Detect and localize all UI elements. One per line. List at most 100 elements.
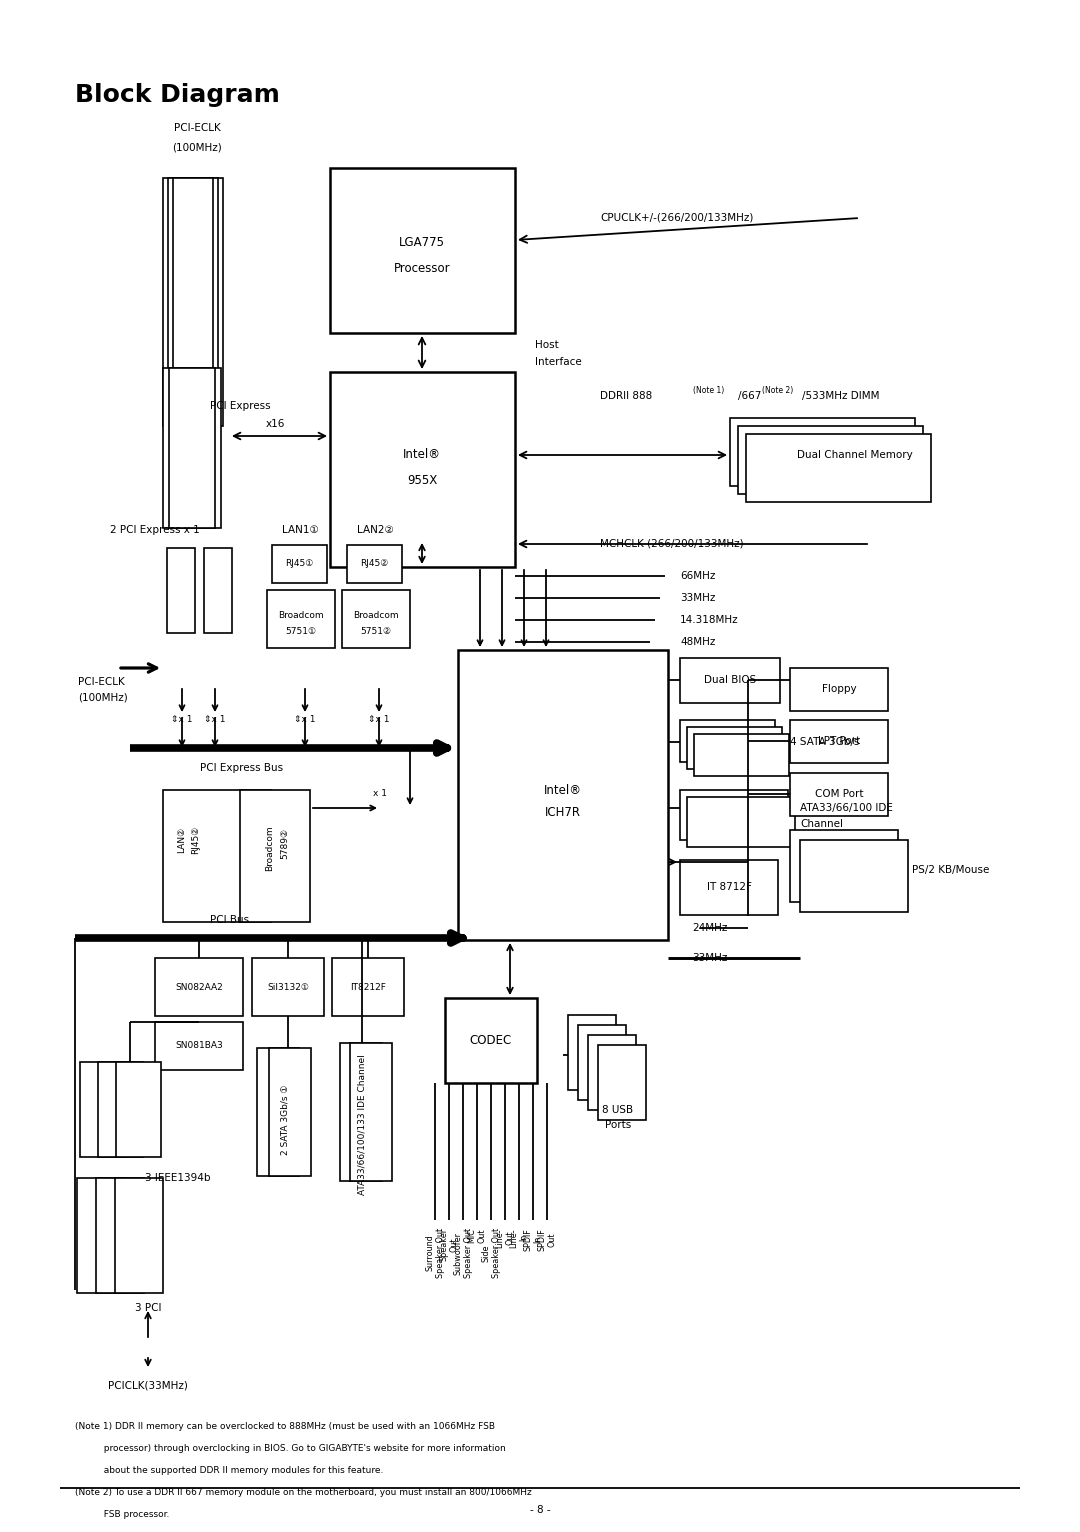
Text: /667: /667: [738, 391, 765, 401]
Text: Processor: Processor: [394, 262, 450, 274]
Bar: [687, 728, 782, 769]
Text: 14.318MHz: 14.318MHz: [680, 614, 739, 625]
Text: ATA33/66/100 IDE: ATA33/66/100 IDE: [800, 803, 893, 813]
Text: LAN1①: LAN1①: [282, 525, 319, 535]
Bar: [445, 997, 537, 1083]
Text: Line-
In: Line- In: [510, 1229, 529, 1247]
Bar: [680, 859, 778, 915]
Bar: [332, 958, 404, 1016]
Bar: [163, 178, 222, 426]
Text: Subwoofer
Speaker Out: Subwoofer Speaker Out: [454, 1229, 473, 1278]
Text: RJ45①: RJ45①: [285, 559, 313, 568]
Text: 955X: 955X: [407, 473, 437, 487]
Bar: [98, 1062, 143, 1157]
Text: PCI Express: PCI Express: [210, 401, 270, 411]
Text: about the supported DDR II memory modules for this feature.: about the supported DDR II memory module…: [75, 1466, 383, 1475]
Bar: [340, 1043, 382, 1181]
Text: COM Port: COM Port: [814, 789, 863, 800]
Text: SPDIF
In: SPDIF In: [524, 1229, 543, 1250]
Bar: [240, 791, 310, 922]
Text: PCI-ECLK: PCI-ECLK: [78, 677, 125, 686]
Bar: [680, 659, 780, 703]
Text: PCICLK(33MHz): PCICLK(33MHz): [108, 1380, 188, 1390]
Text: x 1: x 1: [373, 789, 387, 798]
Text: 5751①: 5751①: [285, 628, 316, 636]
Bar: [598, 1045, 646, 1120]
Text: Block Diagram: Block Diagram: [75, 83, 280, 107]
Text: Dual Channel Memory: Dual Channel Memory: [797, 450, 913, 460]
Text: x16: x16: [266, 418, 285, 429]
Bar: [588, 1036, 636, 1111]
Bar: [163, 368, 221, 529]
Text: - 8 -: - 8 -: [529, 1504, 551, 1515]
Text: 66MHz: 66MHz: [680, 571, 715, 581]
Text: ⇕x 1: ⇕x 1: [172, 715, 192, 725]
Bar: [680, 791, 788, 840]
Text: SN082AA2: SN082AA2: [175, 982, 222, 991]
Text: 5789②: 5789②: [281, 827, 289, 858]
Text: SiI3132①: SiI3132①: [267, 982, 309, 991]
Text: FSB processor.: FSB processor.: [75, 1511, 170, 1520]
Text: (Note 2) To use a DDR II 667 memory module on the motherboard, you must install : (Note 2) To use a DDR II 667 memory modu…: [75, 1488, 531, 1497]
Text: 24MHz: 24MHz: [692, 922, 728, 933]
Text: ATA33/66/100/133 IDE Channel: ATA33/66/100/133 IDE Channel: [357, 1054, 366, 1195]
Bar: [156, 958, 243, 1016]
Text: PCI Bus: PCI Bus: [210, 915, 249, 925]
Text: (Note 1): (Note 1): [693, 386, 725, 395]
Bar: [116, 1062, 161, 1157]
Text: 2 SATA 3Gb/s ①: 2 SATA 3Gb/s ①: [281, 1085, 289, 1155]
Bar: [272, 545, 327, 584]
Text: SPDIF
Out: SPDIF Out: [538, 1229, 556, 1250]
Bar: [267, 590, 335, 648]
Text: (100MHz): (100MHz): [172, 142, 221, 153]
Text: SN081BA3: SN081BA3: [175, 1042, 222, 1051]
Text: Intel®: Intel®: [403, 449, 441, 461]
Text: Broadcom: Broadcom: [353, 611, 399, 620]
Bar: [257, 1048, 299, 1177]
Bar: [168, 368, 215, 529]
Bar: [568, 1016, 616, 1089]
Bar: [204, 548, 232, 633]
Bar: [789, 668, 888, 711]
Bar: [330, 372, 515, 567]
Text: Channel: Channel: [800, 820, 843, 829]
Text: 8 USB: 8 USB: [603, 1105, 634, 1115]
Text: Floppy: Floppy: [822, 683, 856, 694]
Bar: [156, 1022, 243, 1069]
Text: Host: Host: [535, 340, 558, 349]
Text: ⇕x 1: ⇕x 1: [204, 715, 226, 725]
Bar: [680, 720, 775, 761]
Bar: [96, 1178, 144, 1293]
Text: Line-
Out: Line- Out: [496, 1229, 515, 1247]
Text: IT8212F: IT8212F: [350, 982, 386, 991]
Text: PS/2 KB/Mouse: PS/2 KB/Mouse: [912, 866, 989, 875]
Text: CODEC: CODEC: [470, 1034, 512, 1046]
Bar: [167, 548, 195, 633]
Text: PCI Express Bus: PCI Express Bus: [200, 763, 283, 774]
Text: ⇕x 1: ⇕x 1: [294, 715, 315, 725]
Bar: [789, 830, 897, 902]
Bar: [330, 169, 515, 332]
Bar: [789, 720, 888, 763]
Bar: [687, 797, 795, 847]
Text: 4 SATA 3Gb/s: 4 SATA 3Gb/s: [789, 737, 860, 748]
Bar: [738, 426, 923, 493]
Text: IT 8712F: IT 8712F: [706, 882, 752, 892]
Bar: [269, 1048, 311, 1177]
Bar: [347, 545, 402, 584]
Text: 33MHz: 33MHz: [680, 593, 715, 604]
Bar: [173, 178, 213, 426]
Text: (Note 2): (Note 2): [762, 386, 793, 395]
Text: Speaker
Out: Speaker Out: [440, 1229, 459, 1261]
Text: Ports: Ports: [605, 1120, 631, 1131]
Text: Surround
Speaker Out: Surround Speaker Out: [426, 1229, 445, 1278]
Text: CPUCLK+/-(266/200/133MHz): CPUCLK+/-(266/200/133MHz): [600, 213, 754, 224]
Text: ICH7R: ICH7R: [545, 806, 581, 818]
Text: 5751②: 5751②: [361, 628, 392, 636]
Bar: [114, 1178, 163, 1293]
Text: LGA775: LGA775: [399, 236, 445, 248]
Bar: [578, 1025, 626, 1100]
Text: Side
Speaker Out: Side Speaker Out: [482, 1229, 501, 1278]
Bar: [350, 1043, 392, 1181]
Text: 3 PCI: 3 PCI: [135, 1304, 161, 1313]
